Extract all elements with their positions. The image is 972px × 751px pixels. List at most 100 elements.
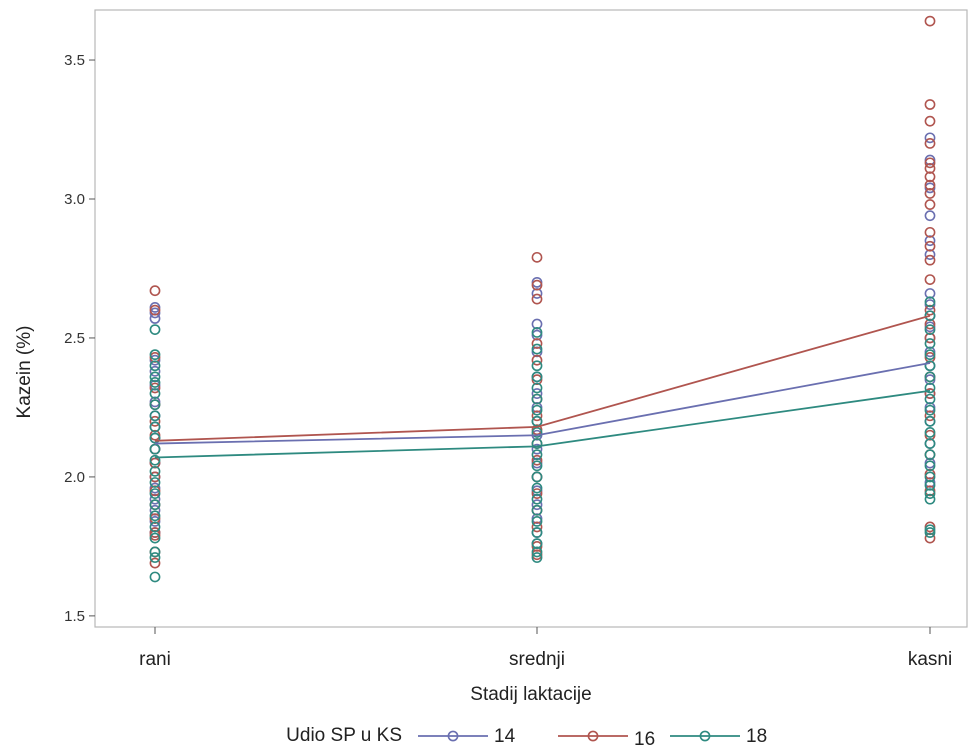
data-point-18 bbox=[531, 415, 543, 427]
data-point-18 bbox=[149, 521, 161, 533]
y-tick-label: 1.5 bbox=[64, 608, 85, 625]
data-point-18 bbox=[531, 382, 543, 394]
mean-lines bbox=[154, 314, 931, 459]
data-point-18 bbox=[924, 479, 936, 491]
data-point-16 bbox=[924, 254, 936, 266]
plot-frame bbox=[94, 9, 968, 628]
data-point-18 bbox=[149, 421, 161, 433]
data-point-18 bbox=[149, 443, 161, 455]
data-point-18 bbox=[531, 404, 543, 416]
legend-title: Udio SP u KS bbox=[286, 725, 402, 746]
data-point-18 bbox=[149, 571, 161, 583]
data-point-18 bbox=[924, 449, 936, 461]
data-point-18 bbox=[531, 482, 543, 494]
data-point-18 bbox=[149, 510, 161, 522]
data-point-18 bbox=[924, 471, 936, 483]
data-point-14 bbox=[924, 235, 936, 247]
data-point-14 bbox=[531, 499, 543, 511]
data-point-16 bbox=[924, 532, 936, 544]
data-point-14 bbox=[924, 288, 936, 299]
data-point-16 bbox=[924, 240, 936, 252]
y-tick-label: 3.5 bbox=[64, 52, 85, 69]
data-point-16 bbox=[924, 199, 936, 210]
data-point-18 bbox=[531, 427, 543, 438]
data-point-16 bbox=[531, 279, 543, 291]
legend-items: 14 16 18 bbox=[418, 726, 767, 750]
data-point-16 bbox=[149, 471, 161, 483]
data-point-16 bbox=[924, 318, 936, 330]
data-point-18 bbox=[924, 404, 936, 416]
data-point-16 bbox=[531, 251, 543, 263]
data-point-16 bbox=[924, 171, 936, 183]
data-point-18 bbox=[924, 393, 936, 405]
legend-marker-16 bbox=[587, 730, 599, 742]
data-point-16 bbox=[924, 115, 936, 127]
data-point-18 bbox=[531, 471, 543, 483]
data-point-16 bbox=[149, 557, 161, 569]
y-tick-label: 2.5 bbox=[64, 330, 85, 347]
legend-marker-18 bbox=[699, 730, 711, 742]
data-point-18 bbox=[531, 515, 543, 527]
data-point-16 bbox=[531, 293, 543, 305]
data-point-16 bbox=[149, 415, 161, 427]
data-point-16 bbox=[924, 226, 936, 238]
data-point-14 bbox=[149, 313, 161, 324]
mean-line-14 bbox=[154, 362, 931, 445]
data-point-16 bbox=[924, 274, 936, 285]
data-point-16 bbox=[924, 304, 936, 316]
data-point-18 bbox=[531, 504, 543, 516]
y-tick-label: 2.0 bbox=[64, 469, 85, 486]
scatter-points bbox=[149, 15, 936, 583]
data-point-18 bbox=[531, 438, 543, 449]
data-point-14 bbox=[531, 443, 543, 455]
data-point-14 bbox=[149, 504, 161, 516]
mean-line-18 bbox=[154, 389, 931, 459]
data-point-18 bbox=[924, 427, 936, 438]
legend: Udio SP u KS 14 16 18 bbox=[286, 725, 767, 750]
data-point-16 bbox=[924, 15, 936, 27]
data-point-18 bbox=[924, 371, 936, 383]
legend-label-16: 16 bbox=[634, 729, 655, 750]
data-point-18 bbox=[924, 438, 936, 449]
data-point-16 bbox=[531, 521, 543, 533]
data-point-14 bbox=[924, 249, 936, 260]
data-point-18 bbox=[924, 382, 936, 394]
data-point-14 bbox=[531, 318, 543, 330]
data-point-18 bbox=[531, 493, 543, 505]
data-point-16 bbox=[924, 138, 936, 149]
data-point-18 bbox=[531, 552, 543, 563]
data-point-14 bbox=[149, 365, 161, 377]
data-point-18 bbox=[924, 349, 936, 361]
data-point-18 bbox=[149, 488, 161, 499]
data-point-18 bbox=[149, 324, 161, 336]
data-point-18 bbox=[924, 415, 936, 427]
data-point-16 bbox=[924, 388, 936, 399]
data-point-18 bbox=[924, 310, 936, 322]
data-point-18 bbox=[149, 360, 161, 372]
data-point-18 bbox=[531, 326, 543, 338]
data-point-18 bbox=[531, 393, 543, 405]
data-point-18 bbox=[924, 493, 936, 505]
data-point-16 bbox=[531, 338, 543, 349]
data-point-16 bbox=[924, 188, 936, 199]
data-point-16 bbox=[531, 488, 543, 499]
data-point-16 bbox=[149, 285, 161, 297]
data-point-18 bbox=[924, 324, 936, 336]
data-point-16 bbox=[531, 454, 543, 466]
data-point-14 bbox=[531, 288, 543, 299]
data-point-18 bbox=[149, 371, 161, 383]
x-tick-label: kasni bbox=[908, 649, 952, 670]
x-axis: rani srednji kasni bbox=[139, 627, 952, 670]
data-point-18 bbox=[531, 460, 543, 472]
data-point-14 bbox=[531, 388, 543, 399]
y-axis: 1.5 2.0 2.5 3.0 3.5 bbox=[64, 52, 95, 625]
data-point-16 bbox=[531, 354, 543, 366]
legend-marker-14 bbox=[447, 730, 459, 742]
data-point-18 bbox=[531, 343, 543, 355]
legend-label-14: 14 bbox=[494, 726, 516, 747]
data-point-16 bbox=[924, 410, 936, 422]
data-point-18 bbox=[149, 432, 161, 444]
data-point-18 bbox=[149, 377, 161, 388]
data-point-18 bbox=[149, 552, 161, 563]
